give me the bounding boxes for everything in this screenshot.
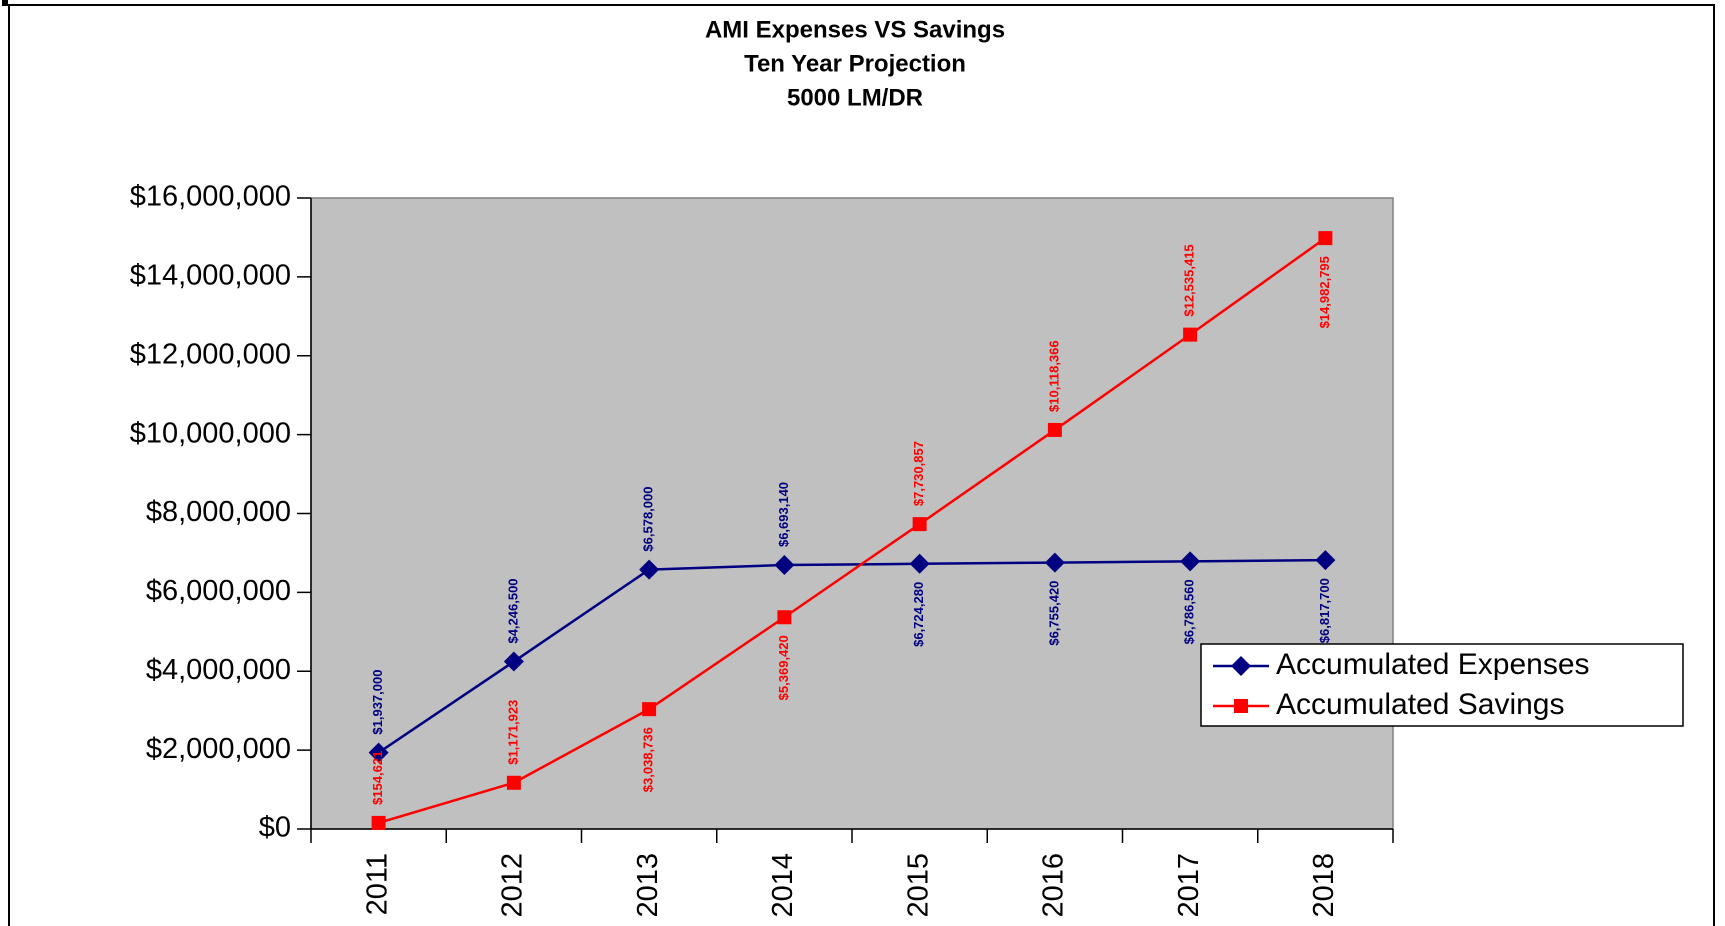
data-point	[912, 517, 927, 532]
y-tick-label: $12,000,000	[130, 338, 291, 370]
data-point	[371, 815, 386, 830]
data-label: $14,982,795	[1317, 256, 1332, 328]
legend-marker	[1231, 656, 1251, 676]
legend-box	[1200, 643, 1684, 727]
data-label: $1,171,923	[505, 700, 520, 765]
chart-title: Ten Year Projection	[744, 50, 966, 77]
plot-area	[310, 197, 1394, 830]
data-label: $7,730,857	[911, 441, 926, 506]
data-point	[506, 775, 521, 790]
y-tick-label: $6,000,000	[146, 575, 291, 607]
x-tick-label: 2013	[632, 853, 664, 918]
data-point	[1047, 422, 1062, 437]
data-label: $10,118,366	[1046, 340, 1061, 412]
data-label: $6,755,420	[1046, 581, 1061, 646]
data-label: $5,369,420	[776, 635, 791, 700]
y-tick-label: $16,000,000	[130, 181, 291, 213]
data-label: $1,937,000	[370, 670, 385, 735]
y-tick-label: $4,000,000	[146, 654, 291, 686]
data-label: $6,786,560	[1182, 579, 1197, 644]
data-point	[1044, 552, 1065, 573]
x-tick-label: 2016	[1038, 853, 1070, 918]
data-label: $3,038,736	[641, 727, 656, 792]
legend-label: Accumulated Expenses	[1276, 648, 1590, 681]
data-point	[1318, 231, 1333, 246]
x-tick-label: 2015	[902, 853, 934, 918]
data-point	[777, 610, 792, 625]
corner-mark	[2, 0, 8, 6]
data-point	[368, 742, 389, 763]
data-point	[909, 553, 930, 574]
series-line	[377, 558, 1326, 754]
x-tick-label: 2014	[767, 853, 799, 918]
data-label: $154,621	[370, 751, 385, 805]
y-tick-label: $0	[259, 812, 291, 844]
data-label: $4,246,500	[505, 578, 520, 643]
data-label: $12,535,415	[1182, 244, 1197, 316]
data-label: $6,578,000	[641, 487, 656, 552]
y-tick-label: $10,000,000	[130, 417, 291, 449]
data-label: $6,724,280	[911, 582, 926, 647]
y-tick-label: $2,000,000	[146, 733, 291, 765]
y-tick-label: $14,000,000	[130, 260, 291, 292]
x-tick-label: 2017	[1173, 853, 1205, 918]
data-point	[639, 559, 660, 580]
x-tick-label: 2012	[497, 853, 529, 918]
data-point	[503, 651, 524, 672]
y-tick-label: $8,000,000	[146, 496, 291, 528]
legend-marker	[1234, 699, 1248, 713]
data-point	[642, 702, 657, 717]
data-point	[1315, 550, 1336, 571]
chart-title: AMI Expenses VS Savings	[705, 16, 1005, 43]
x-tick-label: 2011	[361, 853, 393, 915]
x-tick-label: 2018	[1308, 853, 1340, 918]
data-point	[1183, 327, 1198, 342]
data-label: $6,693,140	[776, 482, 791, 547]
legend-label: Accumulated Savings	[1276, 688, 1565, 721]
data-label: $6,817,700	[1317, 578, 1332, 643]
data-point	[1180, 551, 1201, 572]
series-line	[378, 237, 1327, 825]
data-point	[774, 555, 795, 576]
chart-title: 5000 LM/DR	[787, 84, 923, 111]
